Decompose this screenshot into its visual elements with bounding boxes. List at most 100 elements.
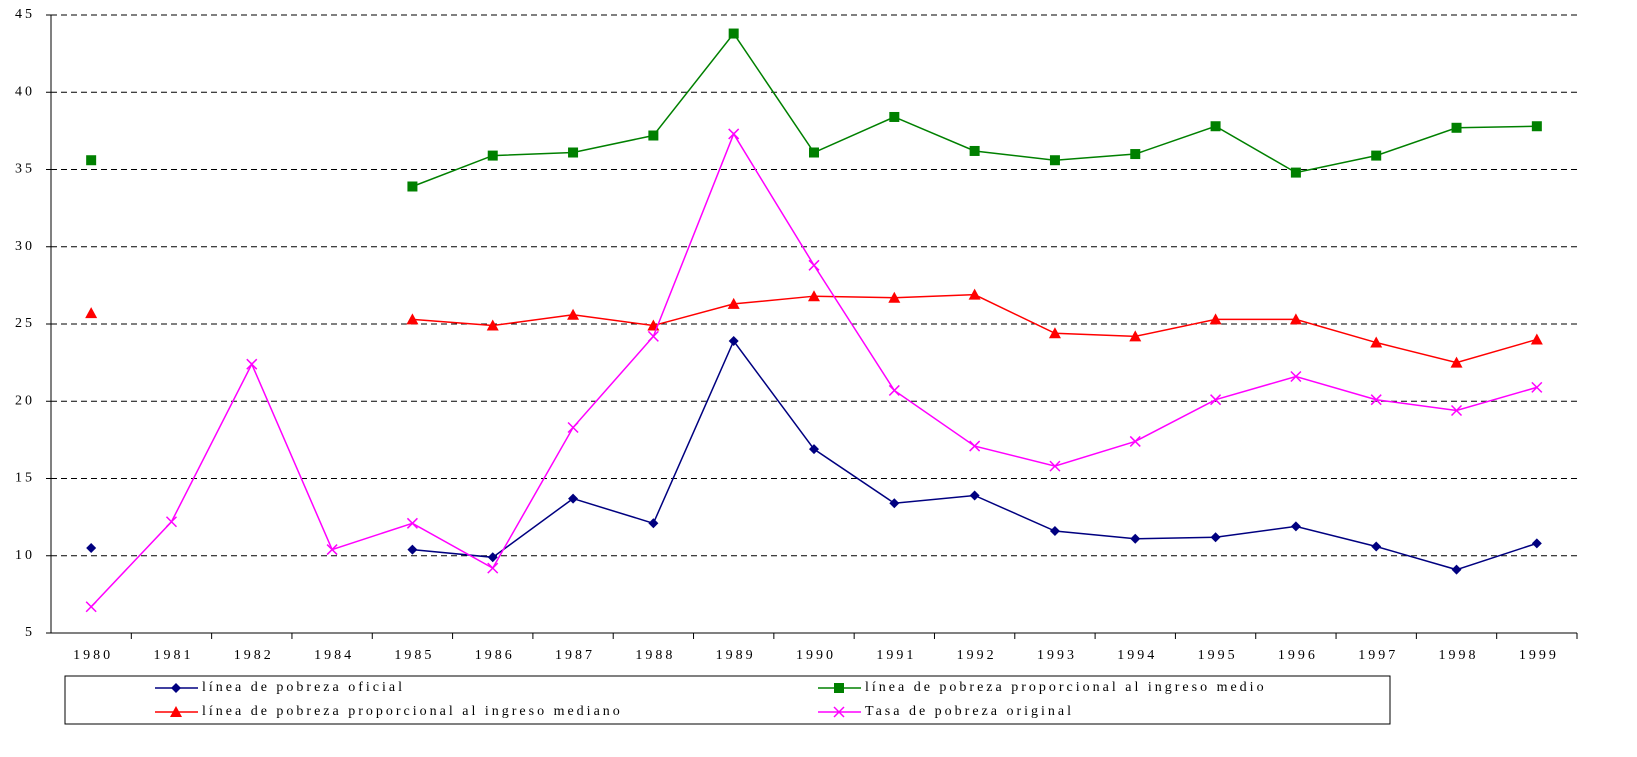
point [407, 544, 418, 555]
legend-box [64, 675, 1391, 725]
x-tick-label: 1995 [1198, 648, 1238, 663]
y-tick-label: 10 [15, 548, 35, 563]
point [1451, 564, 1462, 575]
series-line [412, 339, 1538, 571]
x-tick-label: 1987 [555, 648, 595, 663]
point [567, 421, 579, 434]
point [487, 552, 498, 563]
point [487, 150, 498, 161]
point [1130, 149, 1141, 160]
x-tick-label: 1982 [234, 648, 274, 663]
point [1371, 150, 1382, 161]
x-tick-label: 1998 [1439, 648, 1479, 663]
point [246, 358, 258, 370]
point [728, 128, 740, 140]
point [1451, 122, 1462, 133]
point [808, 290, 820, 302]
point [406, 313, 419, 325]
y-tick-label: 5 [25, 625, 35, 640]
point [1210, 394, 1222, 406]
point [1130, 533, 1141, 544]
point [1290, 370, 1302, 383]
point [1290, 521, 1301, 532]
x-tick-label: 1994 [1117, 648, 1157, 663]
point [170, 706, 182, 717]
point [1129, 330, 1142, 342]
point [568, 493, 579, 504]
series-line [90, 132, 1538, 608]
point [86, 543, 97, 554]
y-tick-label: 15 [15, 471, 35, 486]
point [1209, 313, 1222, 325]
point [969, 490, 980, 501]
x-tick-label: 1990 [796, 648, 836, 663]
point [567, 308, 580, 320]
point [1049, 155, 1060, 166]
legend-label: línea de pobreza proporcional al ingreso… [202, 704, 623, 719]
x-tick-label: 1991 [876, 648, 916, 663]
x-tick-label: 1996 [1278, 648, 1318, 663]
point [969, 145, 980, 156]
point [808, 259, 820, 271]
y-tick-label: 35 [15, 162, 35, 177]
x-tick-label: 1989 [716, 648, 756, 663]
point [407, 181, 418, 192]
point [1450, 356, 1463, 368]
legend-label: línea de pobreza proporcional al ingreso… [865, 680, 1267, 695]
point [809, 444, 819, 455]
point [1049, 526, 1060, 537]
legend-label: Tasa de pobreza original [865, 704, 1074, 719]
x-tick-label: 1997 [1358, 648, 1398, 663]
x-tick-label: 1980 [73, 648, 113, 663]
point [648, 518, 659, 529]
x-tick-label: 1986 [475, 648, 515, 663]
y-tick-label: 30 [15, 239, 35, 254]
point [1531, 121, 1542, 132]
point [1531, 381, 1543, 393]
legend-label: línea de pobreza oficial [202, 680, 405, 695]
point [1049, 460, 1061, 472]
x-tick-label: 1981 [153, 648, 193, 663]
point [406, 517, 418, 529]
series-line [412, 32, 1537, 188]
point [1290, 167, 1301, 178]
point [888, 384, 900, 396]
point [648, 130, 659, 141]
point [1129, 435, 1141, 447]
point [326, 544, 338, 556]
series-line [412, 293, 1538, 364]
point [1210, 121, 1221, 132]
point [727, 297, 740, 309]
point [171, 683, 181, 693]
x-tick-label: 1993 [1037, 648, 1077, 663]
point [728, 335, 739, 346]
y-tick-label: 45 [15, 7, 35, 22]
point [1370, 336, 1383, 348]
point [968, 288, 981, 300]
point [809, 147, 819, 158]
point [1289, 313, 1302, 325]
x-tick-label: 1988 [635, 648, 675, 663]
point [1450, 404, 1463, 417]
point [889, 111, 900, 122]
point [647, 330, 659, 342]
point [487, 562, 499, 574]
y-tick-label: 20 [15, 393, 35, 408]
point [1048, 327, 1061, 339]
y-tick-label: 40 [15, 84, 35, 99]
x-tick-label: 1984 [314, 648, 354, 663]
point [85, 601, 97, 613]
point [728, 28, 739, 39]
point [1371, 541, 1382, 552]
point [888, 291, 901, 303]
point [834, 683, 844, 693]
x-tick-label: 1985 [394, 648, 434, 663]
x-tick-label: 1992 [957, 648, 997, 663]
point [1370, 394, 1382, 406]
point [1530, 333, 1543, 345]
y-tick-label: 25 [15, 316, 35, 331]
point [85, 307, 98, 319]
point [165, 516, 178, 528]
x-tick-label: 1999 [1519, 648, 1559, 663]
point [889, 498, 900, 509]
